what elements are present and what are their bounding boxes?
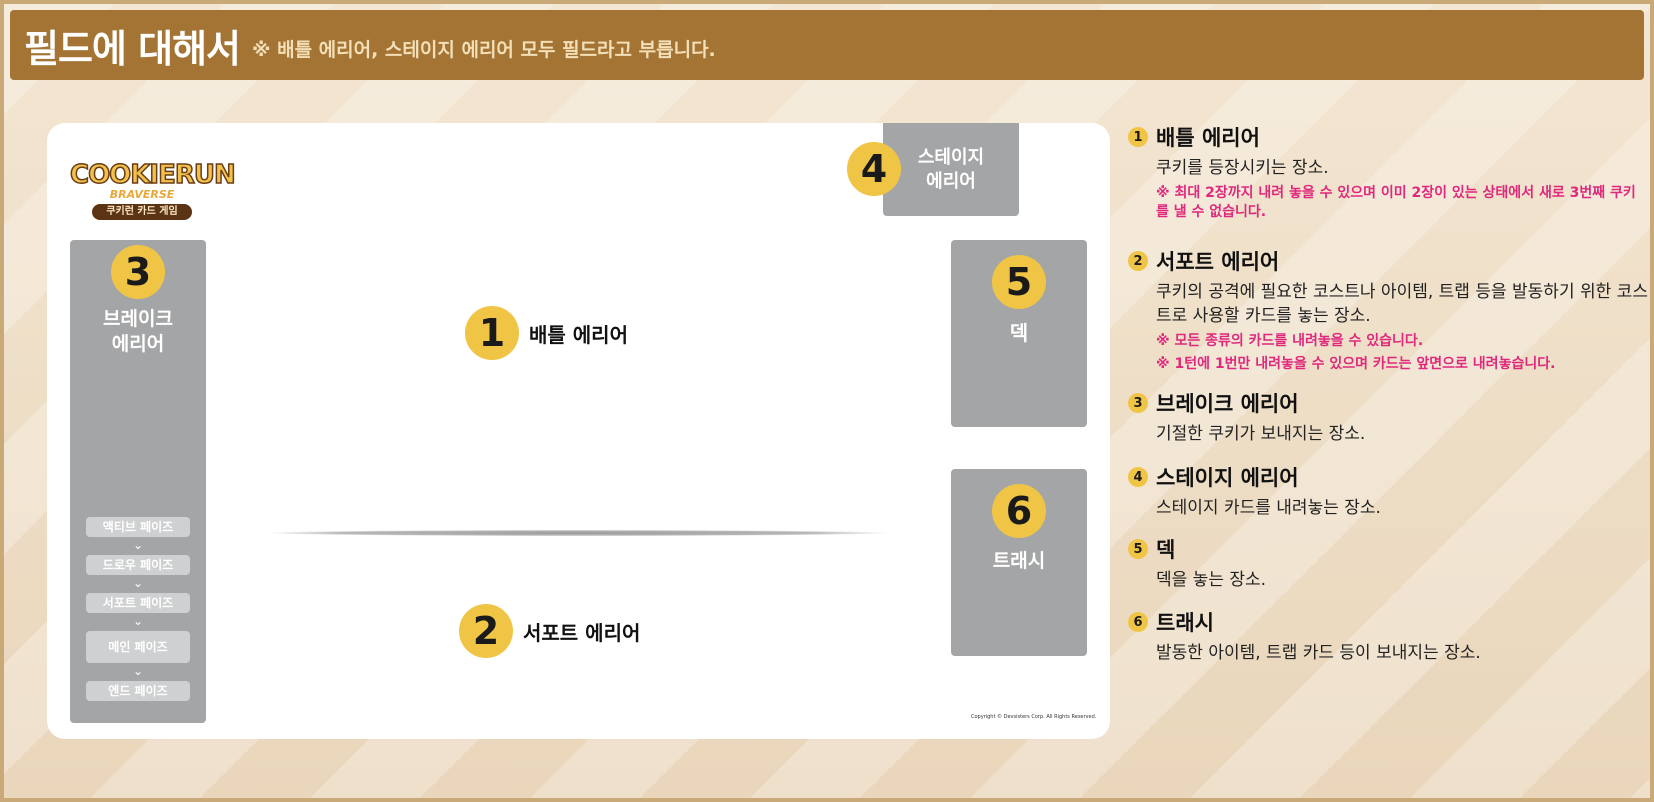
- legend-title: 배틀 에리어: [1156, 126, 1260, 150]
- field-board: [47, 123, 1110, 739]
- chevron-down-icon: ⌄: [132, 576, 144, 590]
- legend-title: 스테이지 에리어: [1156, 466, 1299, 490]
- legend-desc: 쿠키를 등장시키는 장소.: [1156, 158, 1329, 178]
- chevron-down-icon: ⌄: [132, 538, 144, 552]
- legend-item-battle: 1 배틀 에리어 쿠키를 등장시키는 장소. ※ 최대 2장까지 내려 놓을 수…: [1128, 122, 1648, 222]
- chevron-down-icon: ⌄: [132, 664, 144, 678]
- cookierun-logo: COOKIERUN BRAVERSE 쿠키런 카드 게임: [69, 159, 237, 222]
- legend-note: ※ 최대 2장까지 내려 놓을 수 있으며 이미 2장이 있는 상태에서 새로 …: [1156, 185, 1636, 220]
- header-note: ※ 배틀 에리어, 스테이지 에리어 모두 필드라고 부릅니다.: [252, 38, 716, 61]
- legend-title: 덱: [1156, 538, 1176, 562]
- legend-title: 서포트 에리어: [1156, 250, 1280, 274]
- trash-label: 트래시: [992, 550, 1046, 572]
- legend-item-trash: 6 트래시 발동한 아이템, 트랩 카드 등이 보내지는 장소.: [1128, 607, 1648, 665]
- legend-number-badge: 1: [1128, 127, 1148, 147]
- field-divider: [270, 530, 886, 536]
- phase-end: 엔드 페이즈: [86, 681, 190, 701]
- legend-number-badge: 3: [1128, 393, 1148, 413]
- legend-number-badge: 5: [1128, 539, 1148, 559]
- support-area-text: 서포트 에리어: [523, 620, 641, 645]
- phase-list: 액티브 페이즈 ⌄ 드로우 페이즈 ⌄ 서포트 페이즈 ⌄ 메인 페이즈 ⌄ 엔…: [86, 517, 190, 701]
- legend-number-badge: 2: [1128, 251, 1148, 271]
- phase-main: 메인 페이즈: [86, 631, 190, 663]
- copyright-text: Copyright © Devsisters Corp. All Rights …: [971, 714, 1097, 720]
- phase-support: 서포트 페이즈: [86, 593, 190, 613]
- legend-item-stage: 4 스테이지 에리어 스테이지 카드를 내려놓는 장소.: [1128, 462, 1648, 520]
- stage-number-badge: 4: [847, 142, 901, 196]
- phase-draw: 드로우 페이즈: [86, 555, 190, 575]
- legend-title: 브레이크 에리어: [1156, 392, 1299, 416]
- chevron-down-icon: ⌄: [132, 614, 144, 628]
- legend-desc: 덱을 놓는 장소.: [1156, 570, 1267, 590]
- zone-number-badge: 5: [992, 255, 1046, 309]
- deck-zone: 5 덱: [951, 240, 1087, 427]
- legend-note: ※ 모든 종류의 카드를 내려놓을 수 있습니다.: [1156, 333, 1424, 349]
- trash-zone: 6 트래시: [951, 469, 1087, 656]
- battle-area-label: 1 배틀 에리어: [465, 306, 628, 360]
- legend-desc: 쿠키의 공격에 필요한 코스트나 아이템, 트랩 등을 발동하기 위한 코스트로…: [1156, 282, 1648, 326]
- stage-area-zone: 스테이지 에리어: [883, 123, 1019, 216]
- deck-label: 덱: [1009, 321, 1029, 345]
- legend-item-break: 3 브레이크 에리어 기절한 쿠키가 보내지는 장소.: [1128, 388, 1648, 446]
- stage-area-label: 스테이지 에리어: [917, 146, 985, 192]
- logo-wordmark: COOKIERUN: [69, 159, 236, 191]
- legend-number-badge: 6: [1128, 612, 1148, 632]
- break-area-label: 브레이크 에리어: [103, 308, 173, 355]
- legend-item-deck: 5 덱 덱을 놓는 장소.: [1128, 534, 1648, 592]
- zone-number-badge: 3: [111, 245, 165, 299]
- legend-desc: 기절한 쿠키가 보내지는 장소.: [1156, 424, 1366, 444]
- phase-active: 액티브 페이즈: [86, 517, 190, 537]
- legend-desc: 스테이지 카드를 내려놓는 장소.: [1156, 498, 1381, 518]
- zone-number-badge: 1: [465, 306, 519, 360]
- legend-item-support: 2 서포트 에리어 쿠키의 공격에 필요한 코스트나 아이템, 트랩 등을 발동…: [1128, 246, 1648, 374]
- page-title: 필드에 대해서: [24, 26, 241, 71]
- legend-title: 트래시: [1156, 611, 1214, 635]
- zone-number-badge: 6: [992, 484, 1046, 538]
- header-bar: 필드에 대해서 ※ 배틀 에리어, 스테이지 에리어 모두 필드라고 부릅니다.: [10, 10, 1644, 80]
- legend-note: ※ 1턴에 1번만 내려놓을 수 있으며 카드는 앞면으로 내려놓습니다.: [1156, 356, 1556, 372]
- legend-desc: 발동한 아이템, 트랩 카드 등이 보내지는 장소.: [1156, 643, 1481, 663]
- logo-tagline: 쿠키런 카드 게임: [92, 204, 192, 220]
- legend-number-badge: 4: [1128, 467, 1148, 487]
- zone-number-badge: 2: [459, 604, 513, 658]
- logo-subtitle: BRAVERSE: [109, 188, 175, 201]
- battle-area-text: 배틀 에리어: [529, 322, 628, 347]
- support-area-label: 2 서포트 에리어: [459, 604, 640, 658]
